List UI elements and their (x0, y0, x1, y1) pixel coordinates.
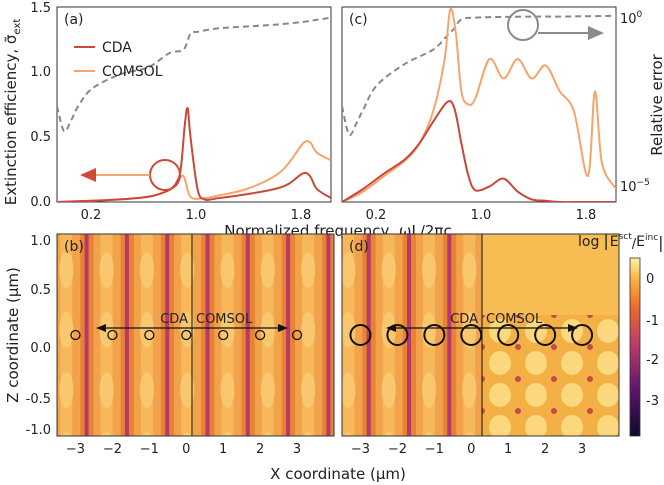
panel-a-frame (56, 6, 332, 203)
label-cda-b: CDA (160, 312, 188, 327)
xtick-a-2: 1.8 (291, 208, 312, 223)
bottom-xlabel: X coordinate (μm) (270, 465, 406, 483)
panel-d-label: (d) (349, 239, 369, 255)
xtick-6: 3 (293, 442, 301, 457)
particle-2 (423, 324, 446, 346)
particle-2 (144, 329, 155, 341)
xtick-5: 2 (541, 442, 549, 457)
line-error-a (57, 16, 331, 133)
xtick-4: 1 (219, 442, 227, 457)
particle-4 (497, 324, 520, 346)
cbar-tick-3: -3 (646, 394, 659, 409)
ytick-b-3: -0.5 (26, 392, 51, 407)
colorbar-title: log |Esct/Einc| (578, 231, 664, 252)
cbar-tick-1: -1 (646, 314, 659, 329)
arrowhead-right-d (568, 324, 578, 332)
bottom-ylabel: Z coordinate (μm) (4, 267, 22, 403)
xtick-0: −3 (351, 442, 370, 457)
ytick-b-4: -1.0 (26, 423, 51, 438)
ytick-a-1: 0.5 (30, 130, 51, 145)
particle-5 (254, 329, 266, 341)
panel-d: (d) CDA COMSOL −3 −2 −1 0 1 2 3 (341, 233, 620, 457)
xtick-3: 0 (182, 442, 190, 457)
panel-a: CDA COMSOL (a) 0.0 0.5 1.0 1.5 0.2 1.0 1… (30, 1, 332, 223)
legend-cda-label: CDA (102, 40, 132, 56)
ytick-a-0: 0.0 (30, 195, 51, 210)
ytick-right-bottom: 10−5 (620, 178, 650, 195)
particle-0 (70, 329, 81, 341)
ytick-a-3: 1.5 (30, 1, 51, 16)
particle-6 (291, 329, 303, 341)
particle-5 (534, 324, 557, 346)
xtick-4: 1 (504, 442, 512, 457)
top-ylabel: Extinction efficiency, σ̃ext (2, 19, 23, 206)
cbar-tick-2: -2 (646, 353, 659, 368)
line-cda-a (57, 107, 331, 202)
colorbar: log |Esct/Einc| 0 -1 -2 -3 (578, 231, 664, 437)
xtick-1: −2 (388, 442, 407, 457)
ytick-b-2: 0.0 (30, 341, 51, 356)
line-cda-c (342, 100, 616, 202)
xtick-2: −1 (140, 442, 159, 457)
xtick-c-0: 0.2 (366, 208, 387, 223)
arrow-left-icon (80, 168, 96, 182)
ytick-right-top: 100 (620, 10, 643, 27)
arrowhead-right-b (278, 324, 288, 332)
particle-1 (386, 324, 409, 346)
panel-b-label: (b) (64, 239, 84, 255)
panel-b: (b) CDA COMSOL 1.0 0.5 0.0 -0.5 -1.0 −3 −… (26, 233, 335, 457)
particle-1 (107, 329, 118, 341)
arrow-right-icon (588, 26, 604, 40)
particles-b (70, 329, 303, 341)
label-comsol-d: COMSOL (486, 312, 543, 327)
xtick-1: −2 (103, 442, 122, 457)
xtick-3: 0 (467, 442, 475, 457)
ytick-b-0: 1.0 (30, 234, 51, 249)
field-map-d-left (342, 234, 482, 436)
particles-d (349, 324, 594, 346)
label-cda-d: CDA (450, 312, 478, 327)
ytick-a-2: 1.0 (30, 65, 51, 80)
legend-comsol-label: COMSOL (102, 64, 163, 80)
xtick-5: 2 (256, 442, 264, 457)
panel-b-frame (56, 233, 335, 437)
xtick-a-0: 0.2 (81, 208, 102, 223)
xtick-0: −3 (66, 442, 85, 457)
panel-c-frame (341, 6, 617, 203)
particle-6 (571, 324, 594, 346)
line-error-c (342, 14, 616, 137)
cbar-tick-0: 0 (646, 272, 654, 287)
panel-c-label: (c) (349, 12, 368, 28)
marker-circle-c (507, 9, 539, 41)
xtick-2: −1 (425, 442, 444, 457)
colorbar-gradient (629, 257, 641, 437)
particle-3 (181, 329, 192, 341)
marker-circle-a (149, 159, 181, 191)
particle-4 (218, 329, 229, 341)
particle-0 (349, 324, 372, 346)
panel-c: (c) 0.2 1.0 1.8 100 10−5 Relative error (341, 6, 664, 223)
xtick-6: 3 (578, 442, 586, 457)
xtick-a-1: 1.0 (186, 208, 207, 223)
xtick-c-2: 1.8 (576, 208, 597, 223)
field-map-b (57, 234, 334, 436)
panel-a-label: (a) (64, 12, 84, 28)
panel-d-frame (341, 233, 620, 437)
particle-3 (460, 324, 483, 346)
label-comsol-b: COMSOL (196, 312, 253, 327)
arrowhead-left-b (96, 324, 106, 332)
xtick-c-1: 1.0 (471, 208, 492, 223)
right-ylabel: Relative error (648, 53, 664, 155)
field-map-d-lattice (482, 315, 619, 436)
ytick-b-1: 0.5 (30, 283, 51, 298)
